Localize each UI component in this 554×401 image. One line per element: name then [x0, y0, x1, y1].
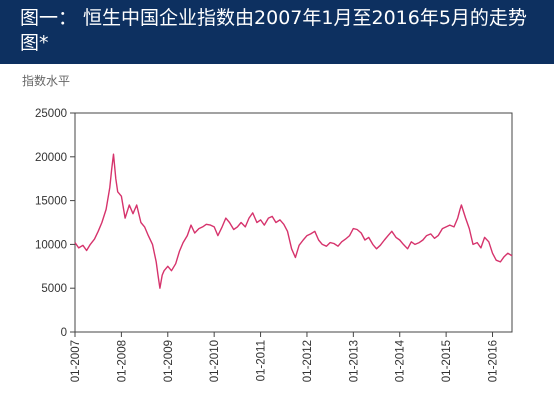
y-axis-label: 指数水平 — [22, 74, 71, 88]
y-tick-label: 15000 — [35, 196, 67, 208]
x-tick-label: 01-2007 — [70, 340, 82, 382]
plot-border — [74, 112, 513, 333]
y-tick-label: 20000 — [35, 152, 67, 164]
x-tick-label: 01-2008 — [116, 340, 128, 382]
y-tick-label: 10000 — [35, 239, 67, 251]
x-tick-label: 01-2015 — [441, 340, 453, 382]
chart-title: 图一： 恒生中国企业指数由2007年1月至2016年5月的走势图* — [20, 7, 527, 54]
title-banner: 图一： 恒生中国企业指数由2007年1月至2016年5月的走势图* — [0, 0, 554, 64]
y-tick-label: 0 — [61, 327, 67, 339]
x-tick-label: 01-2013 — [348, 340, 360, 382]
x-tick-label: 01-2012 — [302, 340, 314, 382]
x-tick-label: 01-2014 — [395, 339, 407, 382]
x-tick-label: 01-2011 — [256, 340, 268, 381]
x-tick-label: 01-2016 — [488, 340, 500, 382]
y-tick-label: 25000 — [35, 108, 67, 120]
x-tick-label: 01-2010 — [209, 340, 221, 382]
y-axis-ticks: 0 5000 10000 15000 20000 25000 — [35, 108, 75, 339]
plot-frame — [74, 112, 513, 333]
series-layer — [74, 153, 513, 289]
x-axis-ticks: 01-2007 01-2008 01-2009 01-2010 01-2011 01-20… — [70, 332, 500, 382]
index-line — [74, 153, 513, 289]
y-tick-label: 5000 — [41, 283, 67, 295]
x-tick-label: 01-2009 — [163, 340, 175, 382]
